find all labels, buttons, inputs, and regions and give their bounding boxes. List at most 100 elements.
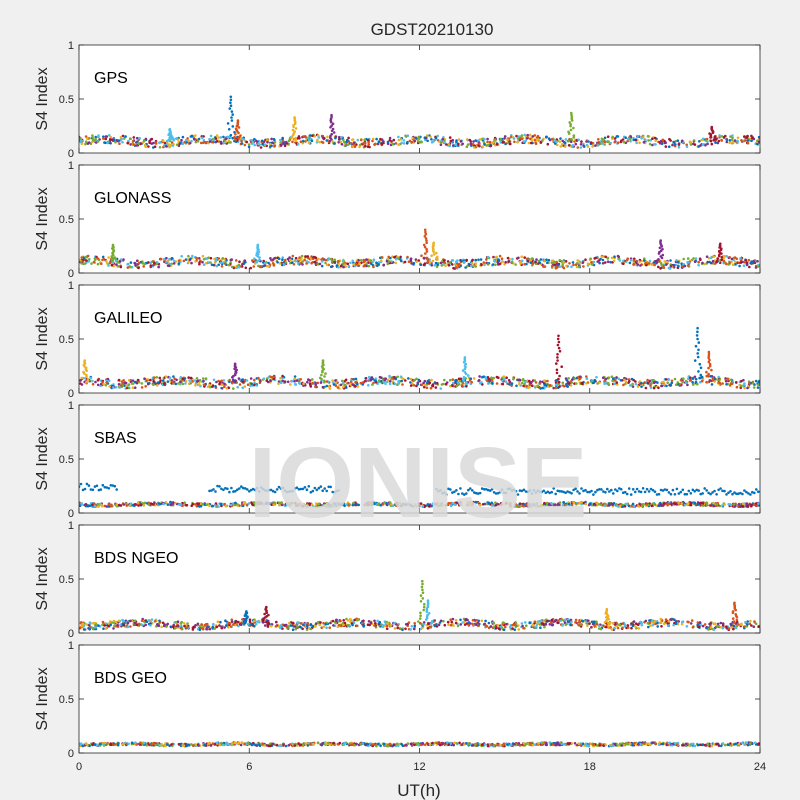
- data-point: [379, 504, 383, 507]
- data-point: [722, 135, 726, 139]
- data-point: [543, 259, 546, 263]
- data-point: [160, 625, 163, 629]
- data-point: [326, 135, 329, 139]
- data-point: [316, 381, 320, 385]
- data-point: [157, 265, 160, 269]
- data-point: [101, 380, 104, 384]
- data-point: [102, 137, 105, 140]
- data-point: [534, 260, 537, 264]
- data-point: [230, 618, 234, 621]
- peak-point: [228, 107, 232, 110]
- elevated-point: [518, 489, 522, 492]
- elevated-point: [261, 487, 265, 491]
- data-point: [522, 140, 526, 143]
- data-point: [343, 504, 346, 508]
- data-point: [413, 139, 417, 143]
- peak-point: [570, 137, 573, 141]
- data-point: [367, 264, 371, 268]
- data-point: [756, 260, 759, 263]
- data-point: [311, 261, 314, 264]
- data-point: [144, 137, 148, 141]
- data-point: [458, 503, 461, 507]
- data-point: [638, 141, 641, 145]
- elevated-point: [747, 492, 750, 495]
- elevated-point: [333, 491, 337, 494]
- data-point: [257, 142, 260, 145]
- data-point: [543, 504, 546, 508]
- data-point: [407, 502, 410, 506]
- data-point: [441, 137, 445, 141]
- peak-point: [567, 130, 570, 134]
- data-point: [97, 134, 100, 137]
- data-point: [272, 258, 275, 261]
- peak-point: [425, 241, 429, 245]
- data-point: [270, 137, 273, 141]
- data-point: [276, 261, 279, 264]
- peak-point: [113, 256, 117, 259]
- peak-point: [699, 373, 703, 377]
- data-point: [195, 257, 199, 260]
- data-point: [629, 258, 633, 262]
- data-point: [114, 386, 118, 389]
- data-point: [696, 503, 700, 506]
- data-point: [647, 139, 650, 142]
- data-point: [606, 260, 610, 264]
- data-point: [632, 262, 636, 266]
- elevated-point: [755, 488, 758, 491]
- data-point: [660, 381, 664, 384]
- elevated-point: [610, 488, 613, 492]
- data-point: [589, 502, 592, 506]
- peak-point: [691, 377, 695, 380]
- data-point: [488, 377, 491, 381]
- data-point: [394, 257, 398, 261]
- data-point: [539, 258, 543, 261]
- data-point: [490, 501, 494, 505]
- data-point: [136, 501, 140, 505]
- data-point: [93, 139, 97, 142]
- data-point: [621, 505, 625, 508]
- data-point: [742, 378, 745, 382]
- data-point: [683, 264, 687, 268]
- data-point: [699, 501, 702, 505]
- data-point: [305, 262, 308, 265]
- data-point: [431, 383, 435, 386]
- data-point: [240, 142, 244, 145]
- data-point: [193, 503, 197, 506]
- data-point: [288, 256, 291, 259]
- data-point: [474, 262, 478, 266]
- peak-point: [231, 136, 234, 140]
- elevated-point: [453, 490, 456, 494]
- data-point: [282, 261, 286, 264]
- data-point: [112, 138, 116, 142]
- data-point: [356, 503, 359, 507]
- data-point: [689, 141, 693, 144]
- data-point: [740, 384, 743, 388]
- data-point: [725, 140, 729, 144]
- data-point: [209, 261, 212, 264]
- data-point: [96, 140, 100, 143]
- data-point: [250, 382, 253, 386]
- data-point: [402, 377, 405, 381]
- data-point: [711, 259, 715, 263]
- data-point: [422, 256, 426, 260]
- data-point: [518, 382, 521, 386]
- data-point: [325, 504, 329, 508]
- data-point: [330, 260, 334, 263]
- data-point: [380, 255, 384, 259]
- data-point: [750, 503, 753, 507]
- data-point: [754, 266, 758, 269]
- data-point: [352, 378, 356, 381]
- data-point: [373, 142, 377, 146]
- data-point: [524, 380, 527, 384]
- data-point: [209, 385, 212, 389]
- data-point: [728, 384, 732, 387]
- data-point: [648, 262, 651, 265]
- data-points: [79, 326, 760, 390]
- data-point: [745, 261, 749, 265]
- data-point: [650, 504, 654, 508]
- elevated-point: [508, 487, 512, 491]
- plot-area: [79, 405, 760, 513]
- peak-point: [425, 239, 428, 242]
- data-point: [593, 503, 597, 507]
- data-point: [105, 381, 109, 385]
